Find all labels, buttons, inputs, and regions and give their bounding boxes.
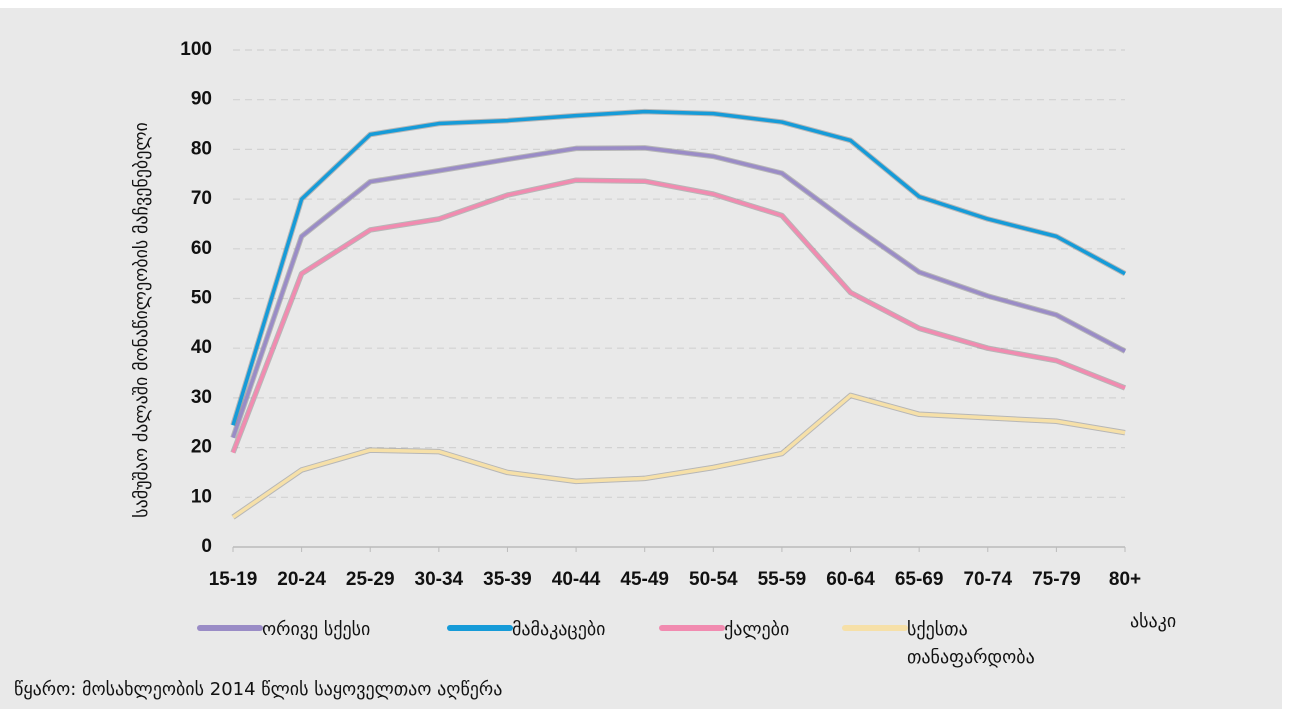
y-tick-label: 90 — [191, 89, 212, 110]
legend-line: სქესთა — [907, 619, 968, 640]
x-tick-label: 55-59 — [758, 569, 807, 590]
legend-label: ქალები — [724, 619, 789, 640]
x-tick-label: 50-54 — [689, 569, 738, 590]
x-tick-label: 35-39 — [483, 569, 532, 590]
x-tick-label: 15-19 — [209, 569, 258, 590]
legend-label: მამაკაცები — [512, 619, 605, 640]
x-tick-label: 80+ — [1109, 569, 1141, 590]
y-tick-label: 50 — [191, 288, 212, 309]
x-tick-label: 30-34 — [415, 569, 464, 590]
series-line — [232, 393, 1126, 519]
x-tick-label: 20-24 — [277, 569, 326, 590]
y-tick-label: 70 — [191, 188, 212, 209]
series-line — [231, 178, 1126, 454]
series-line — [231, 146, 1126, 439]
y-tick-label: 30 — [191, 387, 212, 408]
y-tick-label: 100 — [180, 39, 212, 60]
y-tick-label: 60 — [191, 238, 212, 259]
legend-label: სქესთა თანაფარდობა — [907, 619, 1035, 668]
legend-line: თანაფარდობა — [907, 647, 1035, 668]
y-tick-label: 0 — [201, 536, 212, 557]
legend-label: ორივე სქესი — [262, 619, 370, 640]
x-tick-label: 70-74 — [963, 569, 1012, 590]
x-tick-label: 75-79 — [1032, 569, 1081, 590]
y-tick-label: 20 — [191, 437, 212, 458]
x-tick-label: 40-44 — [552, 569, 601, 590]
series-line — [231, 109, 1126, 426]
x-tick-label: 25-29 — [346, 569, 395, 590]
y-tick-label: 10 — [191, 486, 212, 507]
y-tick-label: 80 — [191, 138, 212, 159]
x-tick-label: 45-49 — [620, 569, 669, 590]
x-tick-label: 60-64 — [826, 569, 875, 590]
background — [0, 8, 1282, 709]
x-axis-title: ასაკი — [1130, 611, 1176, 632]
x-tick-label: 65-69 — [895, 569, 944, 590]
y-axis-title: სამუშაო ძალაში მონაწილეობის მაჩვენებელი — [131, 122, 152, 518]
y-tick-label: 40 — [191, 337, 212, 358]
source: წყარო: მოსახლეობის 2014 წლის საყოველთაო … — [14, 679, 502, 700]
